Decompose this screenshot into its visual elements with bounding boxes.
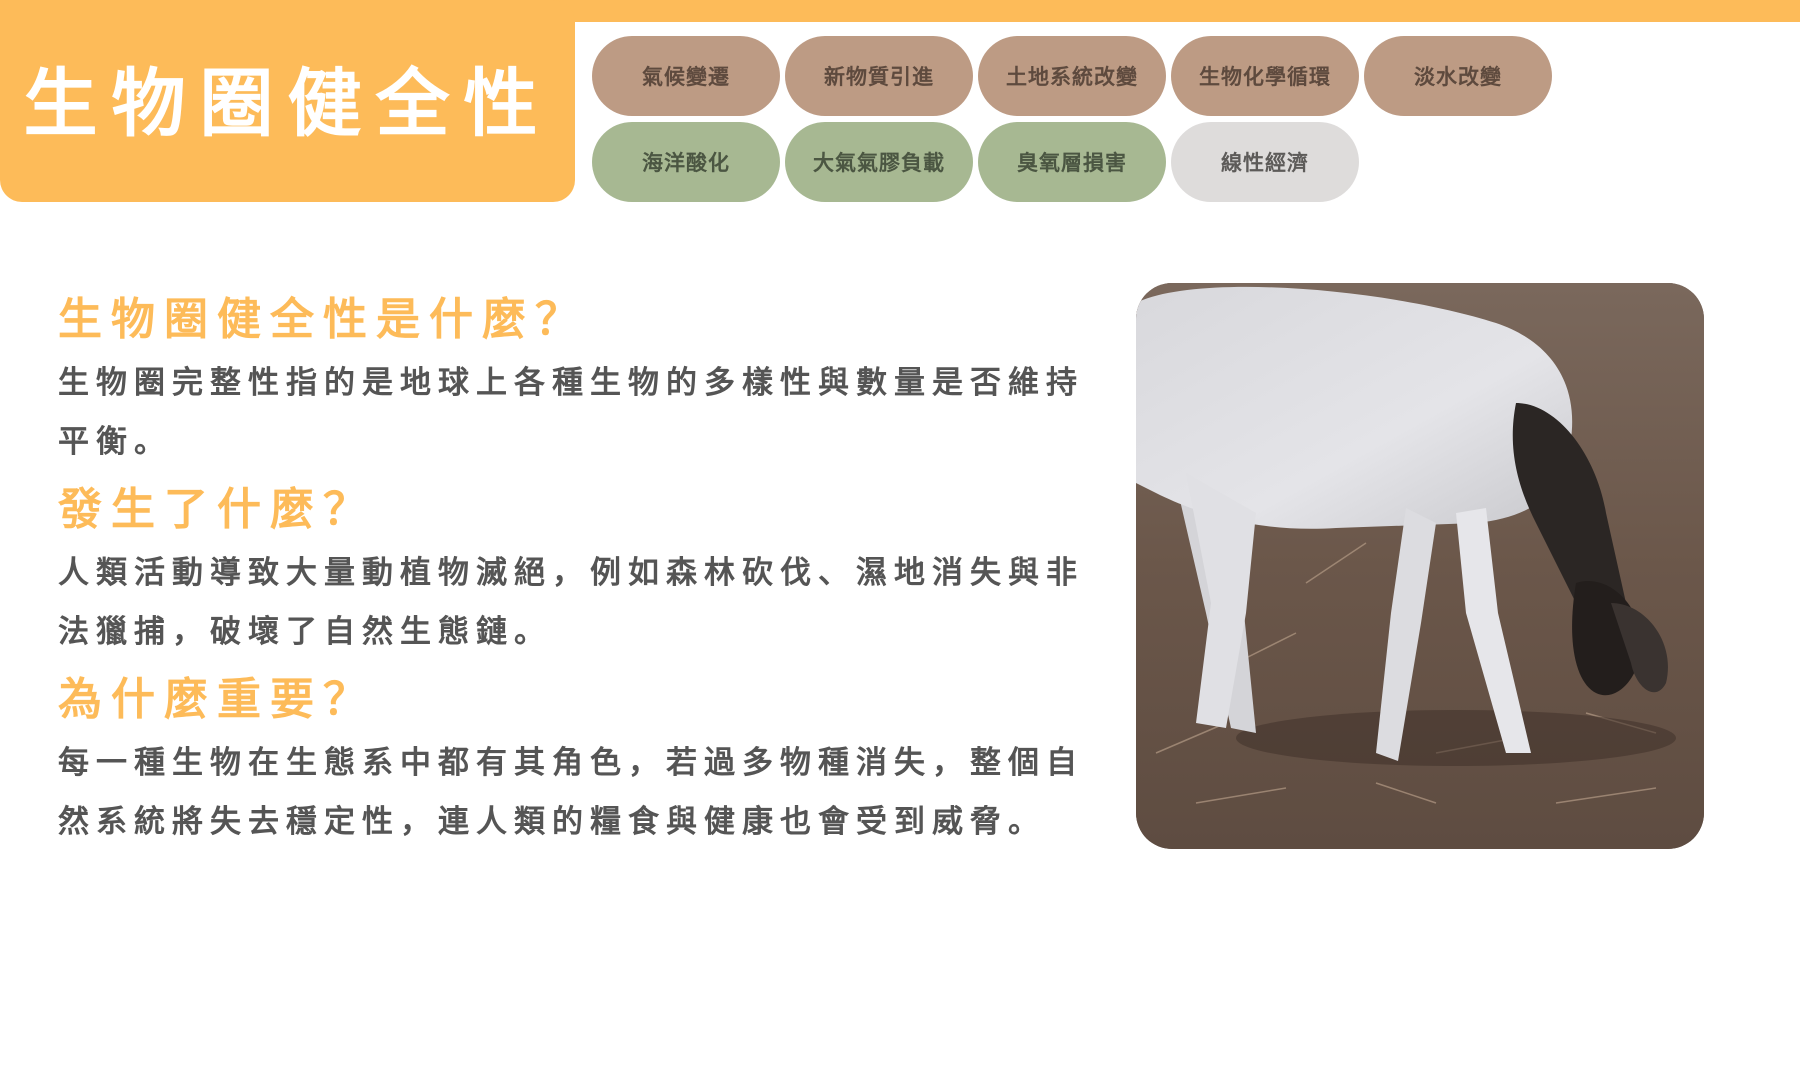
nav-pill-freshwater-change[interactable]: 淡水改變 [1364,36,1552,116]
nav-pill-aerosol-loading[interactable]: 大氣氣膠負載 [785,122,973,202]
page-title: 生物圈健全性 [23,60,552,147]
nav-pill-novel-entities[interactable]: 新物質引進 [785,36,973,116]
section-body-importance: 每一種生物在生態系中都有其角色，若過多物種消失，整個自然系統將失去穩定性，連人類… [58,745,1084,840]
title-banner: 生物圈健全性 [0,0,575,202]
nav-pill-linear-economy[interactable]: 線性經濟 [1171,122,1359,202]
sheep-body [1136,286,1573,529]
section-heading-importance: 為什麼重要？ [58,674,376,725]
nav-pill-ozone-depletion[interactable]: 臭氧層損害 [978,122,1166,202]
nav-pill-biogeochemical-flows[interactable]: 生物化學循環 [1171,36,1359,116]
sheep-shadow [1236,710,1676,766]
nav-pill-climate-change[interactable]: 氣候變遷 [592,36,780,116]
sheep-front-leg-left [1376,508,1436,761]
section-body-happened: 人類活動導致大量動植物滅絕，例如森林砍伐、濕地消失與非法獵捕，破壞了自然生態鏈。 [58,555,1084,650]
content-area: 生物圈健全性是什麼？ 生物圈完整性指的是地球上各種生物的多樣性與數量是否維持平衡… [58,290,1098,860]
sheep-neck [1512,403,1626,624]
sheep-ear [1611,603,1668,693]
nav-pill-ocean-acidification[interactable]: 海洋酸化 [592,122,780,202]
sheep-hind-leg-front [1186,473,1256,728]
sheep-photo [1136,283,1704,849]
sheep-illustration [1136,283,1704,849]
nav-pill-land-system-change[interactable]: 土地系統改變 [978,36,1166,116]
section-heading-what: 生物圈健全性是什麼？ [58,294,588,345]
sheep-front-leg-right [1456,508,1531,753]
section-body-what: 生物圈完整性指的是地球上各種生物的多樣性與數量是否維持平衡。 [58,365,1084,460]
section-heading-happened: 發生了什麼？ [58,484,376,535]
